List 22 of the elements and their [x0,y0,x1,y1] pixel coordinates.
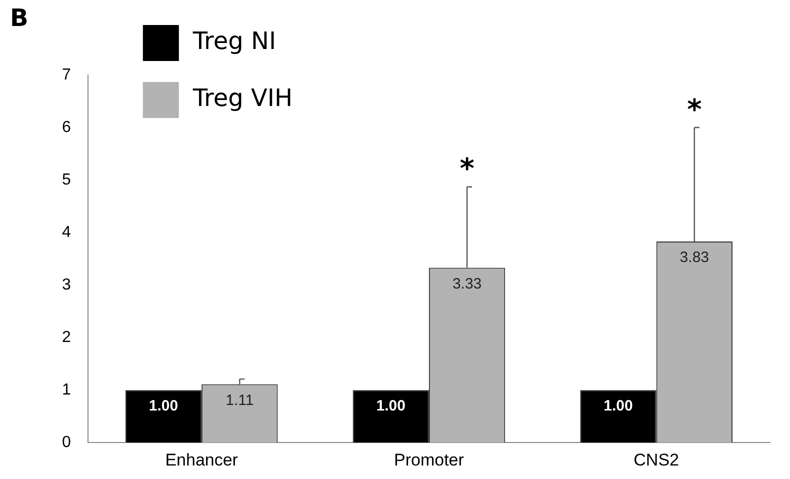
legend-label: Treg VIH [192,84,293,112]
annotation: * [460,152,475,186]
y-tick-label: 7 [62,66,71,84]
data-label: 1.00 [376,398,406,415]
data-label: 1.00 [604,398,633,415]
data-label: 3.33 [452,275,482,292]
y-tick-label: 5 [62,171,71,188]
x-tick-label: Promoter [394,450,464,470]
y-tick-label: 0 [62,434,71,452]
legend-label: Treg NI [192,27,276,56]
text: B [10,4,28,32]
x-tick-label: CNS2 [634,450,679,470]
y-tick-label: 3 [62,276,71,294]
annotation: * [687,92,702,126]
data-label: 1.11 [226,392,254,409]
data-label: 3.83 [680,249,709,266]
y-tick-label: 2 [62,328,71,346]
y-tick-label: 1 [62,381,71,398]
data-label: 1.00 [148,398,178,415]
y-tick-label: 6 [62,118,71,136]
y-tick-label: 4 [62,224,71,241]
x-tick-label: Enhancer [165,450,238,470]
